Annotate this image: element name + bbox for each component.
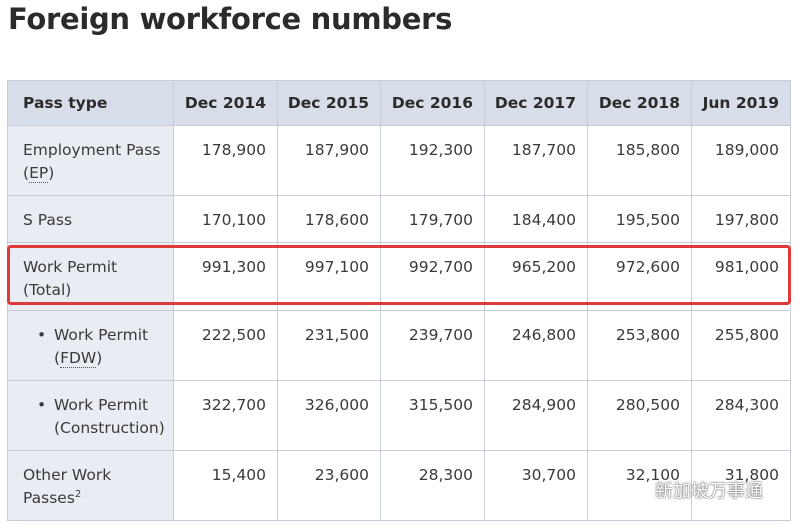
cell-value: 189,000: [691, 125, 791, 196]
cell-value: 246,800: [484, 310, 588, 381]
cell-value: 184,400: [484, 195, 588, 243]
cell-value: 30,700: [484, 450, 588, 521]
cell-value: 32,100: [587, 450, 692, 521]
cell-value: 178,900: [173, 125, 278, 196]
column-header: Dec 2014: [173, 80, 278, 126]
cell-value: 992,700: [380, 242, 485, 311]
row-label: Other Work Passes2: [7, 450, 174, 521]
table-row: Other Work Passes2 15,400 23,600 28,300 …: [7, 450, 791, 521]
wechat-icon: [625, 480, 649, 500]
table-row: Work Permit (Total) 991,300 997,100 992,…: [7, 242, 791, 311]
cell-value: 326,000: [277, 380, 381, 451]
column-header: Jun 2019: [691, 80, 791, 126]
cell-value: 239,700: [380, 310, 485, 381]
abbreviation[interactable]: EP: [29, 164, 49, 183]
table-row: • Work Permit (Construction) 322,700 326,…: [7, 380, 791, 451]
cell-value: 185,800: [587, 125, 692, 196]
row-label: S Pass: [7, 195, 174, 243]
table-row: S Pass 170,100 178,600 179,700 184,400 1…: [7, 195, 791, 243]
cell-value: 187,900: [277, 125, 381, 196]
column-header: Dec 2015: [277, 80, 381, 126]
table-row: Employment Pass (EP) 178,900 187,900 192…: [7, 125, 791, 196]
cell-value: 981,000: [691, 242, 791, 311]
table-header-row: Pass type Dec 2014 Dec 2015 Dec 2016 Dec…: [7, 80, 791, 126]
cell-value: 179,700: [380, 195, 485, 243]
cell-value: 255,800: [691, 310, 791, 381]
cell-value: 178,600: [277, 195, 381, 243]
cell-value: 280,500: [587, 380, 692, 451]
cell-value: 991,300: [173, 242, 278, 311]
row-label: • Work Permit (FDW): [7, 310, 174, 381]
cell-value: 222,500: [173, 310, 278, 381]
footnote-marker[interactable]: 2: [74, 488, 82, 500]
cell-value: 284,900: [484, 380, 588, 451]
bullet: •: [37, 326, 47, 344]
column-header: Dec 2017: [484, 80, 588, 126]
row-label: • Work Permit (Construction): [7, 380, 174, 451]
cell-value: 253,800: [587, 310, 692, 381]
cell-value: 997,100: [277, 242, 381, 311]
column-header: Dec 2018: [587, 80, 692, 126]
cell-value: 31,800: [691, 450, 791, 521]
cell-value: 28,300: [380, 450, 485, 521]
cell-value: 187,700: [484, 125, 588, 196]
page-title: Foreign workforce numbers: [8, 2, 453, 36]
row-label: Employment Pass (EP): [7, 125, 174, 196]
cell-value: 315,500: [380, 380, 485, 451]
cell-value: 195,500: [587, 195, 692, 243]
cell-value: 192,300: [380, 125, 485, 196]
cell-value: 972,600: [587, 242, 692, 311]
cell-value: 284,300: [691, 380, 791, 451]
cell-value: 197,800: [691, 195, 791, 243]
cell-value: 15,400: [173, 450, 278, 521]
column-header: Pass type: [7, 80, 174, 126]
column-header: Dec 2016: [380, 80, 485, 126]
cell-value: 965,200: [484, 242, 588, 311]
cell-value: 23,600: [277, 450, 381, 521]
cell-value: 231,500: [277, 310, 381, 381]
watermark: 新加坡万事通: [625, 476, 763, 504]
foreign-workforce-table: Pass type Dec 2014 Dec 2015 Dec 2016 Dec…: [7, 80, 791, 521]
cell-value: 170,100: [173, 195, 278, 243]
abbreviation[interactable]: FDW: [60, 349, 97, 368]
bullet: •: [37, 396, 47, 414]
table-row: • Work Permit (FDW) 222,500 231,500 239,7…: [7, 310, 791, 381]
watermark-text: 新加坡万事通: [655, 481, 763, 502]
cell-value: 322,700: [173, 380, 278, 451]
row-label: Work Permit (Total): [7, 242, 174, 311]
